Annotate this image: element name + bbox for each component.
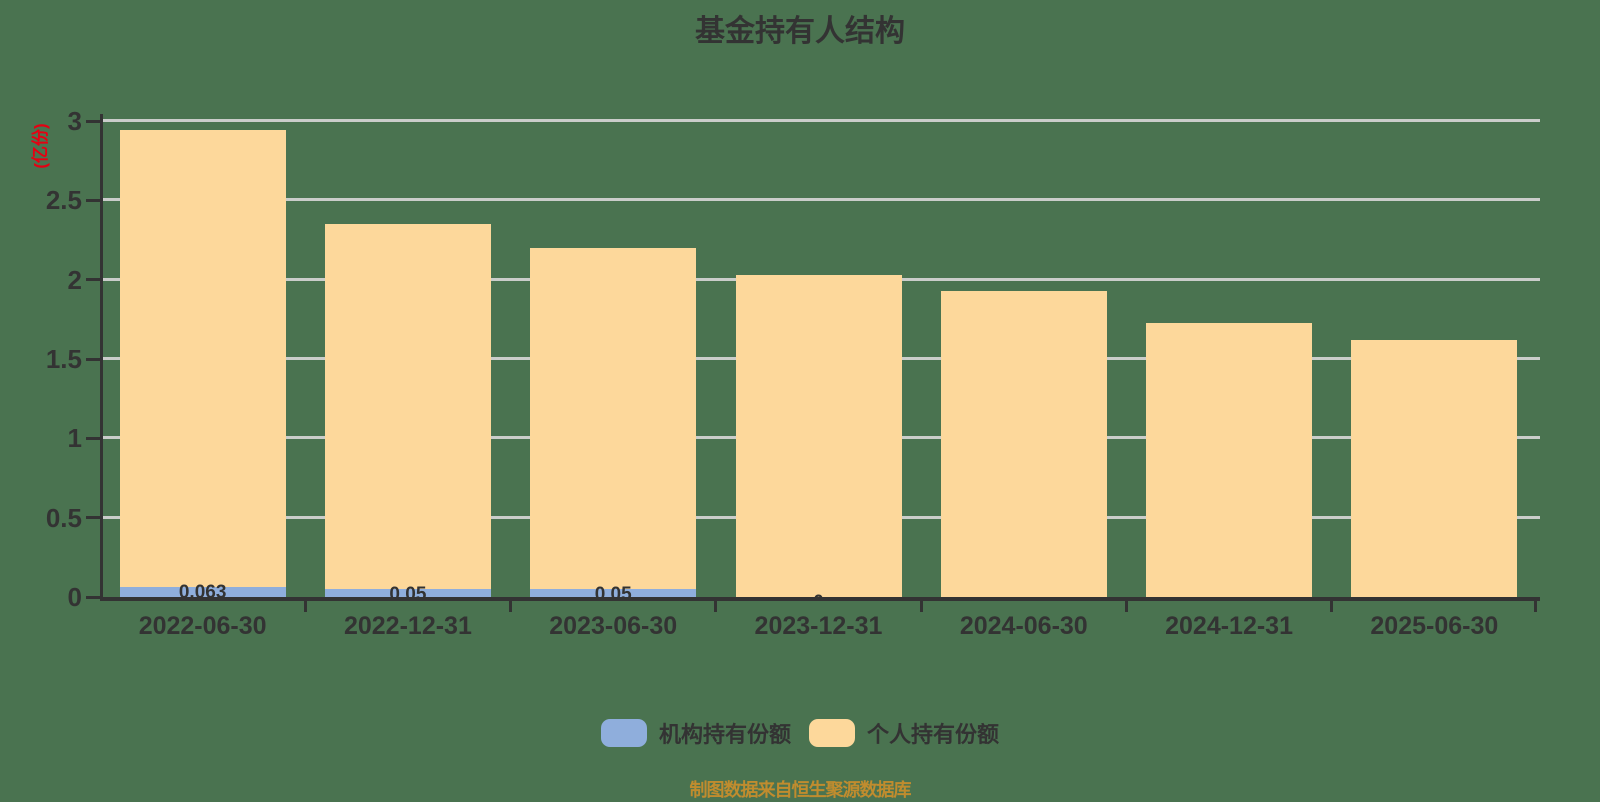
x-axis-label-2022-12-31: 2022-12-31 [343,612,472,640]
y-axis-tick-0.5 [86,516,100,520]
y-axis-tick-1.5 [86,357,100,361]
y-axis-label-1.5: 1.5 [45,344,82,374]
bar-individual-2023-12-31 [735,275,902,597]
bar-institutional-2022-12-31 [324,589,491,597]
y-axis-tick-0 [86,595,100,599]
plot-area: 0.063 0.05 0.05 0 [100,114,1540,601]
legend-item-institutional[interactable]: 机构持有份额 [600,717,791,749]
gridline-y-2.5 [103,198,1540,202]
x-axis-label-2023-06-30: 2023-06-30 [549,612,678,640]
x-axis-tick-7 [1534,601,1537,612]
x-axis-label-2024-06-30: 2024-06-30 [959,612,1088,640]
bar-institutional-2023-06-30 [530,589,697,597]
y-axis-label-0.5: 0.5 [45,502,82,533]
y-axis-label-1: 1 [67,423,82,454]
bar-individual-2023-06-30 [530,248,697,589]
y-axis-label-3: 3 [67,106,82,136]
x-axis-tick-2 [509,601,513,612]
x-axis-tick-1 [303,601,307,612]
legend-label-individual: 个人持有份额 [867,722,1000,747]
bar-individual-2024-06-30 [940,291,1107,597]
y-axis-label-0: 0 [67,582,82,612]
x-axis-label-2022-06-30: 2022-06-30 [138,612,267,640]
x-axis-tick-6 [1330,601,1334,612]
gridline-y-3 [103,119,1540,122]
y-axis-tick-3 [86,119,100,123]
x-axis-tick-3 [714,601,718,612]
bar-individual-2022-06-30 [119,130,286,587]
y-axis-label-2: 2 [67,264,82,295]
bar-institutional-2022-06-30 [119,587,286,597]
x-axis-label-2024-12-31: 2024-12-31 [1165,612,1293,640]
bar-individual-2022-12-31 [324,224,491,589]
y-axis-tick-2.5 [86,198,100,202]
bar-value-label-2023-12-31: 0 [736,593,902,598]
bar-value-label-2023-06-30: 0.05 [594,584,632,601]
legend-swatch-individual [809,719,855,747]
y-axis-label-2.5: 2.5 [45,185,82,216]
legend-swatch-institutional [600,719,647,747]
data-source-caption: 制图数据来自恒生聚源数据库 [689,780,912,800]
chart-title: 基金持有人结构 [695,15,905,48]
bar-individual-2024-12-31 [1146,323,1313,597]
y-axis-tick-2 [86,278,100,282]
y-axis-tick-1 [86,436,100,440]
x-axis-label-2023-12-31: 2023-12-31 [754,612,883,640]
legend-label-institutional: 机构持有份额 [658,722,791,747]
x-axis-label-2025-06-30: 2025-06-30 [1370,612,1499,640]
legend-item-individual[interactable]: 个人持有份额 [809,717,999,749]
bar-value-label-2022-12-31: 0.05 [389,584,427,601]
legend: 机构持有份额 个人持有份额 [0,719,1600,747]
x-axis-tick-4 [919,601,923,612]
x-axis-tick-5 [1124,601,1128,612]
bar-individual-2025-06-30 [1351,340,1518,597]
bar-value-label-2022-06-30: 0.063 [178,582,227,601]
